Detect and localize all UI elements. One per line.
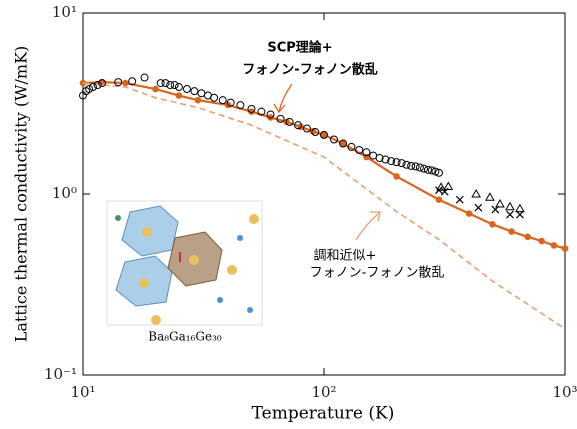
atom [139,278,149,288]
point [551,242,558,249]
x-axis-label: Temperature (K) [252,404,395,424]
point [412,163,419,170]
point [398,160,405,167]
x-tick-label: 10¹ [70,383,95,401]
atom [249,214,259,224]
point [183,86,190,93]
point [489,221,496,228]
point [506,203,514,210]
point [219,97,226,104]
atom [237,235,243,241]
point [486,193,494,200]
x-tick-label: 10² [311,383,336,401]
point [562,245,569,252]
point [508,228,515,235]
point [403,161,410,168]
chart: Temperature (K) Lattice thermal conducti… [0,0,577,429]
point [472,190,480,197]
point [195,97,202,104]
point [176,92,183,99]
atom [142,227,152,237]
point [538,238,545,245]
annotation: 調和近似+ [314,249,377,264]
point [211,94,218,101]
annotation: フォノン-フォノン散乱 [310,266,445,281]
point [152,86,159,93]
arrow [356,212,380,240]
annotation: SCP理論+ [267,40,332,56]
y-tick-label: 10¹ [52,3,77,21]
point [475,204,482,211]
inset-label: Ba₈Ga₁₆Ge₃₀ [148,330,222,344]
point [393,173,400,180]
arrow [274,84,292,112]
y-tick-label: 10⁰ [52,184,77,202]
point [456,196,463,203]
point [175,84,182,91]
point [524,234,531,241]
point [122,80,129,87]
inset: Ba₈Ga₁₆Ge₃₀ [107,201,262,344]
point [436,196,443,203]
x-tick-label: 10³ [552,383,577,401]
point [466,210,473,217]
atom [227,265,237,275]
annotation: フォノン-フォノン散乱 [242,62,377,78]
point [171,82,178,89]
atom [217,297,223,303]
atom [115,215,121,221]
point [516,205,524,212]
point [198,90,205,97]
point [141,74,148,81]
point [191,88,198,95]
atom [151,315,161,325]
y-axis-label: Lattice thermal conductivity (W/mK) [12,46,31,343]
atom [247,307,253,313]
point [496,200,504,207]
atom [189,255,199,265]
point [162,80,169,87]
y-tick-label: 10⁻¹ [44,365,77,383]
point [506,211,513,218]
